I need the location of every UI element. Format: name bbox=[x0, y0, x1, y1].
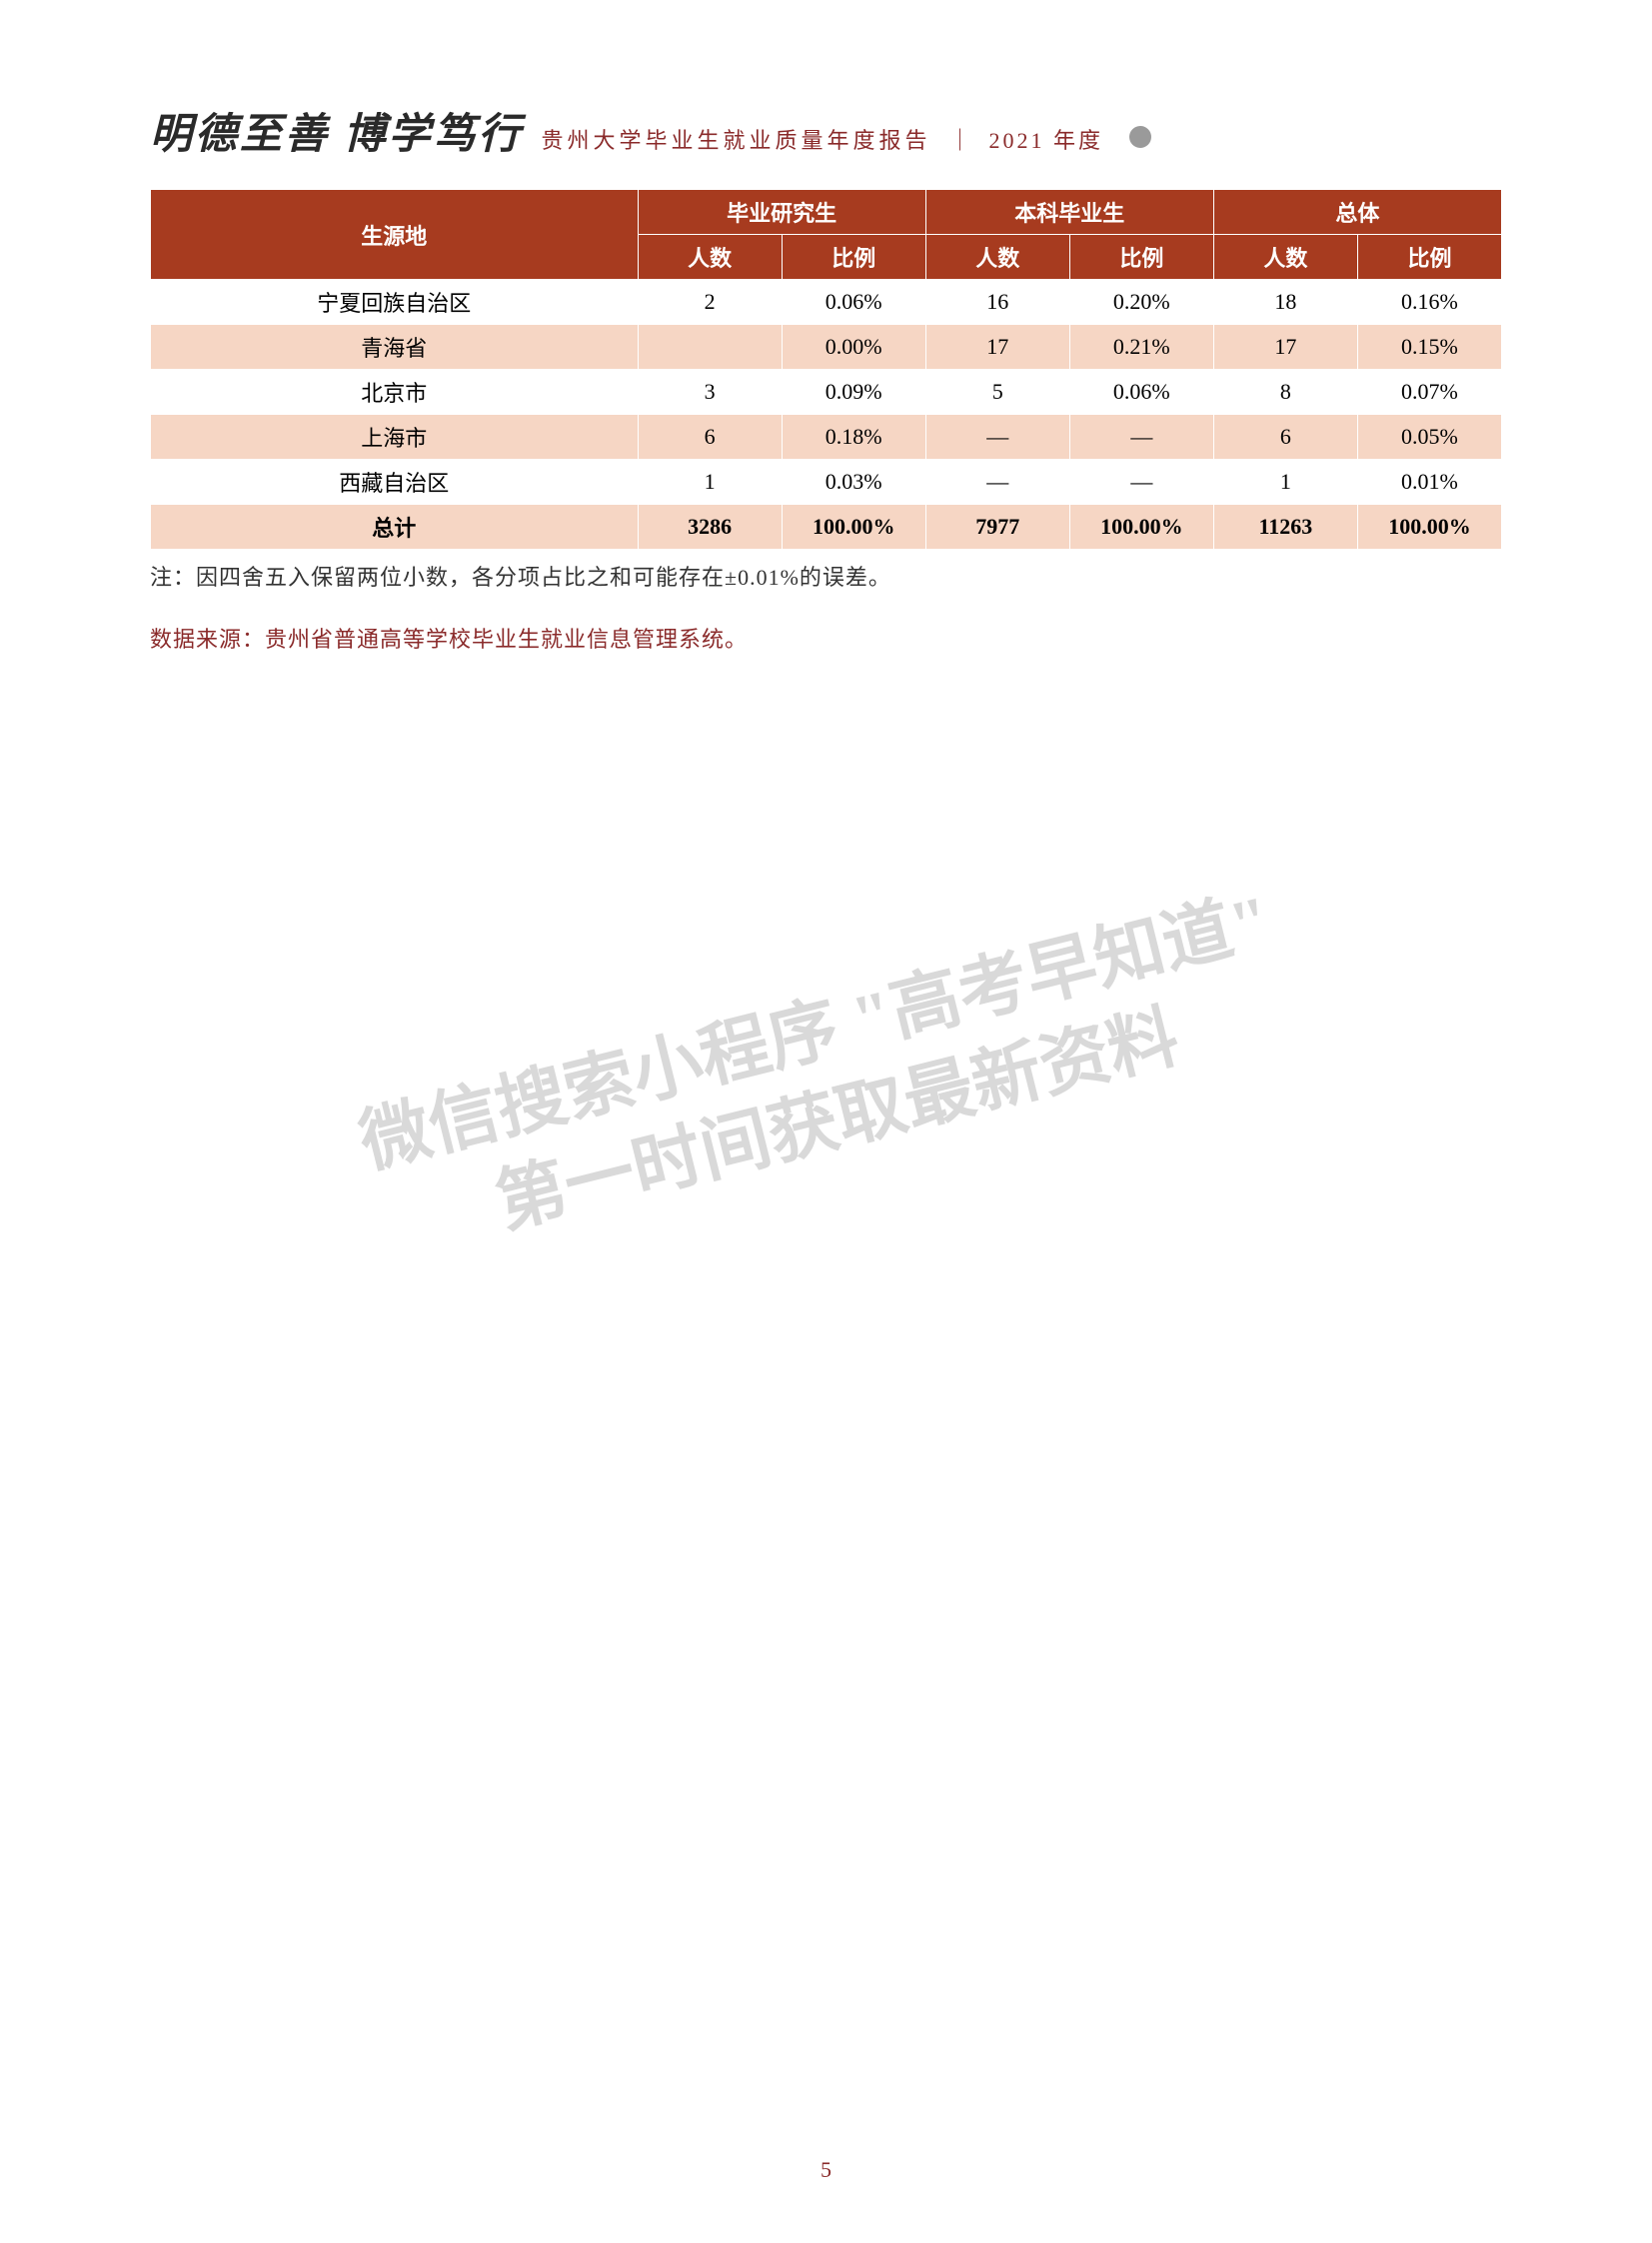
cell-g_cnt: 2 bbox=[638, 280, 782, 325]
header-divider: ｜ bbox=[949, 123, 971, 155]
total-u_pct: 100.00% bbox=[1069, 505, 1213, 550]
cell-u_cnt: 16 bbox=[925, 280, 1069, 325]
total-t_cnt: 11263 bbox=[1213, 505, 1357, 550]
th-origin: 生源地 bbox=[151, 190, 639, 280]
cell-g_cnt: 3 bbox=[638, 370, 782, 415]
page-header: 明德至善 博学笃行 贵州大学毕业生就业质量年度报告 ｜ 2021 年度 bbox=[150, 100, 1502, 161]
cell-t_pct: 0.05% bbox=[1357, 415, 1501, 460]
th-grad-count: 人数 bbox=[638, 235, 782, 280]
table-row: 宁夏回族自治区20.06%160.20%180.16% bbox=[151, 280, 1502, 325]
cell-u_cnt: — bbox=[925, 415, 1069, 460]
cell-g_pct: 0.06% bbox=[782, 280, 925, 325]
cell-g_pct: 0.03% bbox=[782, 460, 925, 505]
motto-calligraphy: 明德至善 博学笃行 bbox=[150, 100, 524, 161]
page: 明德至善 博学笃行 贵州大学毕业生就业质量年度报告 ｜ 2021 年度 生源地 … bbox=[0, 0, 1652, 2243]
table-row: 北京市30.09%50.06%80.07% bbox=[151, 370, 1502, 415]
cell-u_pct: 0.21% bbox=[1069, 325, 1213, 370]
cell-g_pct: 0.18% bbox=[782, 415, 925, 460]
cell-origin: 北京市 bbox=[151, 370, 639, 415]
th-total-ratio: 比例 bbox=[1357, 235, 1501, 280]
cell-t_pct: 0.16% bbox=[1357, 280, 1501, 325]
cell-g_pct: 0.09% bbox=[782, 370, 925, 415]
cell-t_pct: 0.07% bbox=[1357, 370, 1501, 415]
cell-g_cnt: 6 bbox=[638, 415, 782, 460]
cell-u_pct: — bbox=[1069, 415, 1213, 460]
cell-u_pct: 0.20% bbox=[1069, 280, 1213, 325]
cell-t_cnt: 6 bbox=[1213, 415, 1357, 460]
total-g_cnt: 3286 bbox=[638, 505, 782, 550]
watermark: 微信搜索小程序 "高考早知道" 第一时间获取最新资料 bbox=[351, 876, 1301, 1278]
origin-table: 生源地 毕业研究生 本科毕业生 总体 人数 比例 人数 比例 人数 比例 宁夏回… bbox=[150, 189, 1502, 550]
report-title: 贵州大学毕业生就业质量年度报告 bbox=[542, 123, 931, 155]
cell-t_cnt: 17 bbox=[1213, 325, 1357, 370]
cell-t_cnt: 8 bbox=[1213, 370, 1357, 415]
total-label: 总计 bbox=[151, 505, 639, 550]
cell-u_pct: 0.06% bbox=[1069, 370, 1213, 415]
table-row: 西藏自治区10.03%——10.01% bbox=[151, 460, 1502, 505]
cell-u_cnt: 17 bbox=[925, 325, 1069, 370]
table-row: 青海省0.00%170.21%170.15% bbox=[151, 325, 1502, 370]
table-row-total: 总计3286100.00%7977100.00%11263100.00% bbox=[151, 505, 1502, 550]
dot-icon bbox=[1129, 126, 1151, 148]
cell-u_cnt: — bbox=[925, 460, 1069, 505]
cell-u_pct: — bbox=[1069, 460, 1213, 505]
cell-origin: 上海市 bbox=[151, 415, 639, 460]
cell-origin: 青海省 bbox=[151, 325, 639, 370]
cell-g_pct: 0.00% bbox=[782, 325, 925, 370]
cell-t_pct: 0.15% bbox=[1357, 325, 1501, 370]
cell-t_pct: 0.01% bbox=[1357, 460, 1501, 505]
cell-g_cnt: 1 bbox=[638, 460, 782, 505]
data-source: 数据来源：贵州省普通高等学校毕业生就业信息管理系统。 bbox=[150, 622, 1502, 654]
watermark-line2: 第一时间获取最新资料 bbox=[373, 964, 1301, 1278]
total-u_cnt: 7977 bbox=[925, 505, 1069, 550]
th-undergrad-ratio: 比例 bbox=[1069, 235, 1213, 280]
th-group-total: 总体 bbox=[1213, 190, 1501, 235]
cell-t_cnt: 18 bbox=[1213, 280, 1357, 325]
th-grad-ratio: 比例 bbox=[782, 235, 925, 280]
th-undergrad-count: 人数 bbox=[925, 235, 1069, 280]
table-body: 宁夏回族自治区20.06%160.20%180.16%青海省0.00%170.2… bbox=[151, 280, 1502, 550]
cell-g_cnt bbox=[638, 325, 782, 370]
total-g_pct: 100.00% bbox=[782, 505, 925, 550]
total-t_pct: 100.00% bbox=[1357, 505, 1501, 550]
page-number: 5 bbox=[0, 2157, 1652, 2183]
watermark-line1: 微信搜索小程序 "高考早知道" bbox=[351, 876, 1279, 1190]
year-label: 2021 年度 bbox=[989, 123, 1104, 155]
th-group-grad: 毕业研究生 bbox=[638, 190, 925, 235]
cell-t_cnt: 1 bbox=[1213, 460, 1357, 505]
footnote: 注：因四舍五入保留两位小数，各分项占比之和可能存在±0.01%的误差。 bbox=[150, 560, 1502, 592]
th-total-count: 人数 bbox=[1213, 235, 1357, 280]
th-group-undergrad: 本科毕业生 bbox=[925, 190, 1213, 235]
cell-u_cnt: 5 bbox=[925, 370, 1069, 415]
table-row: 上海市60.18%——60.05% bbox=[151, 415, 1502, 460]
cell-origin: 宁夏回族自治区 bbox=[151, 280, 639, 325]
cell-origin: 西藏自治区 bbox=[151, 460, 639, 505]
